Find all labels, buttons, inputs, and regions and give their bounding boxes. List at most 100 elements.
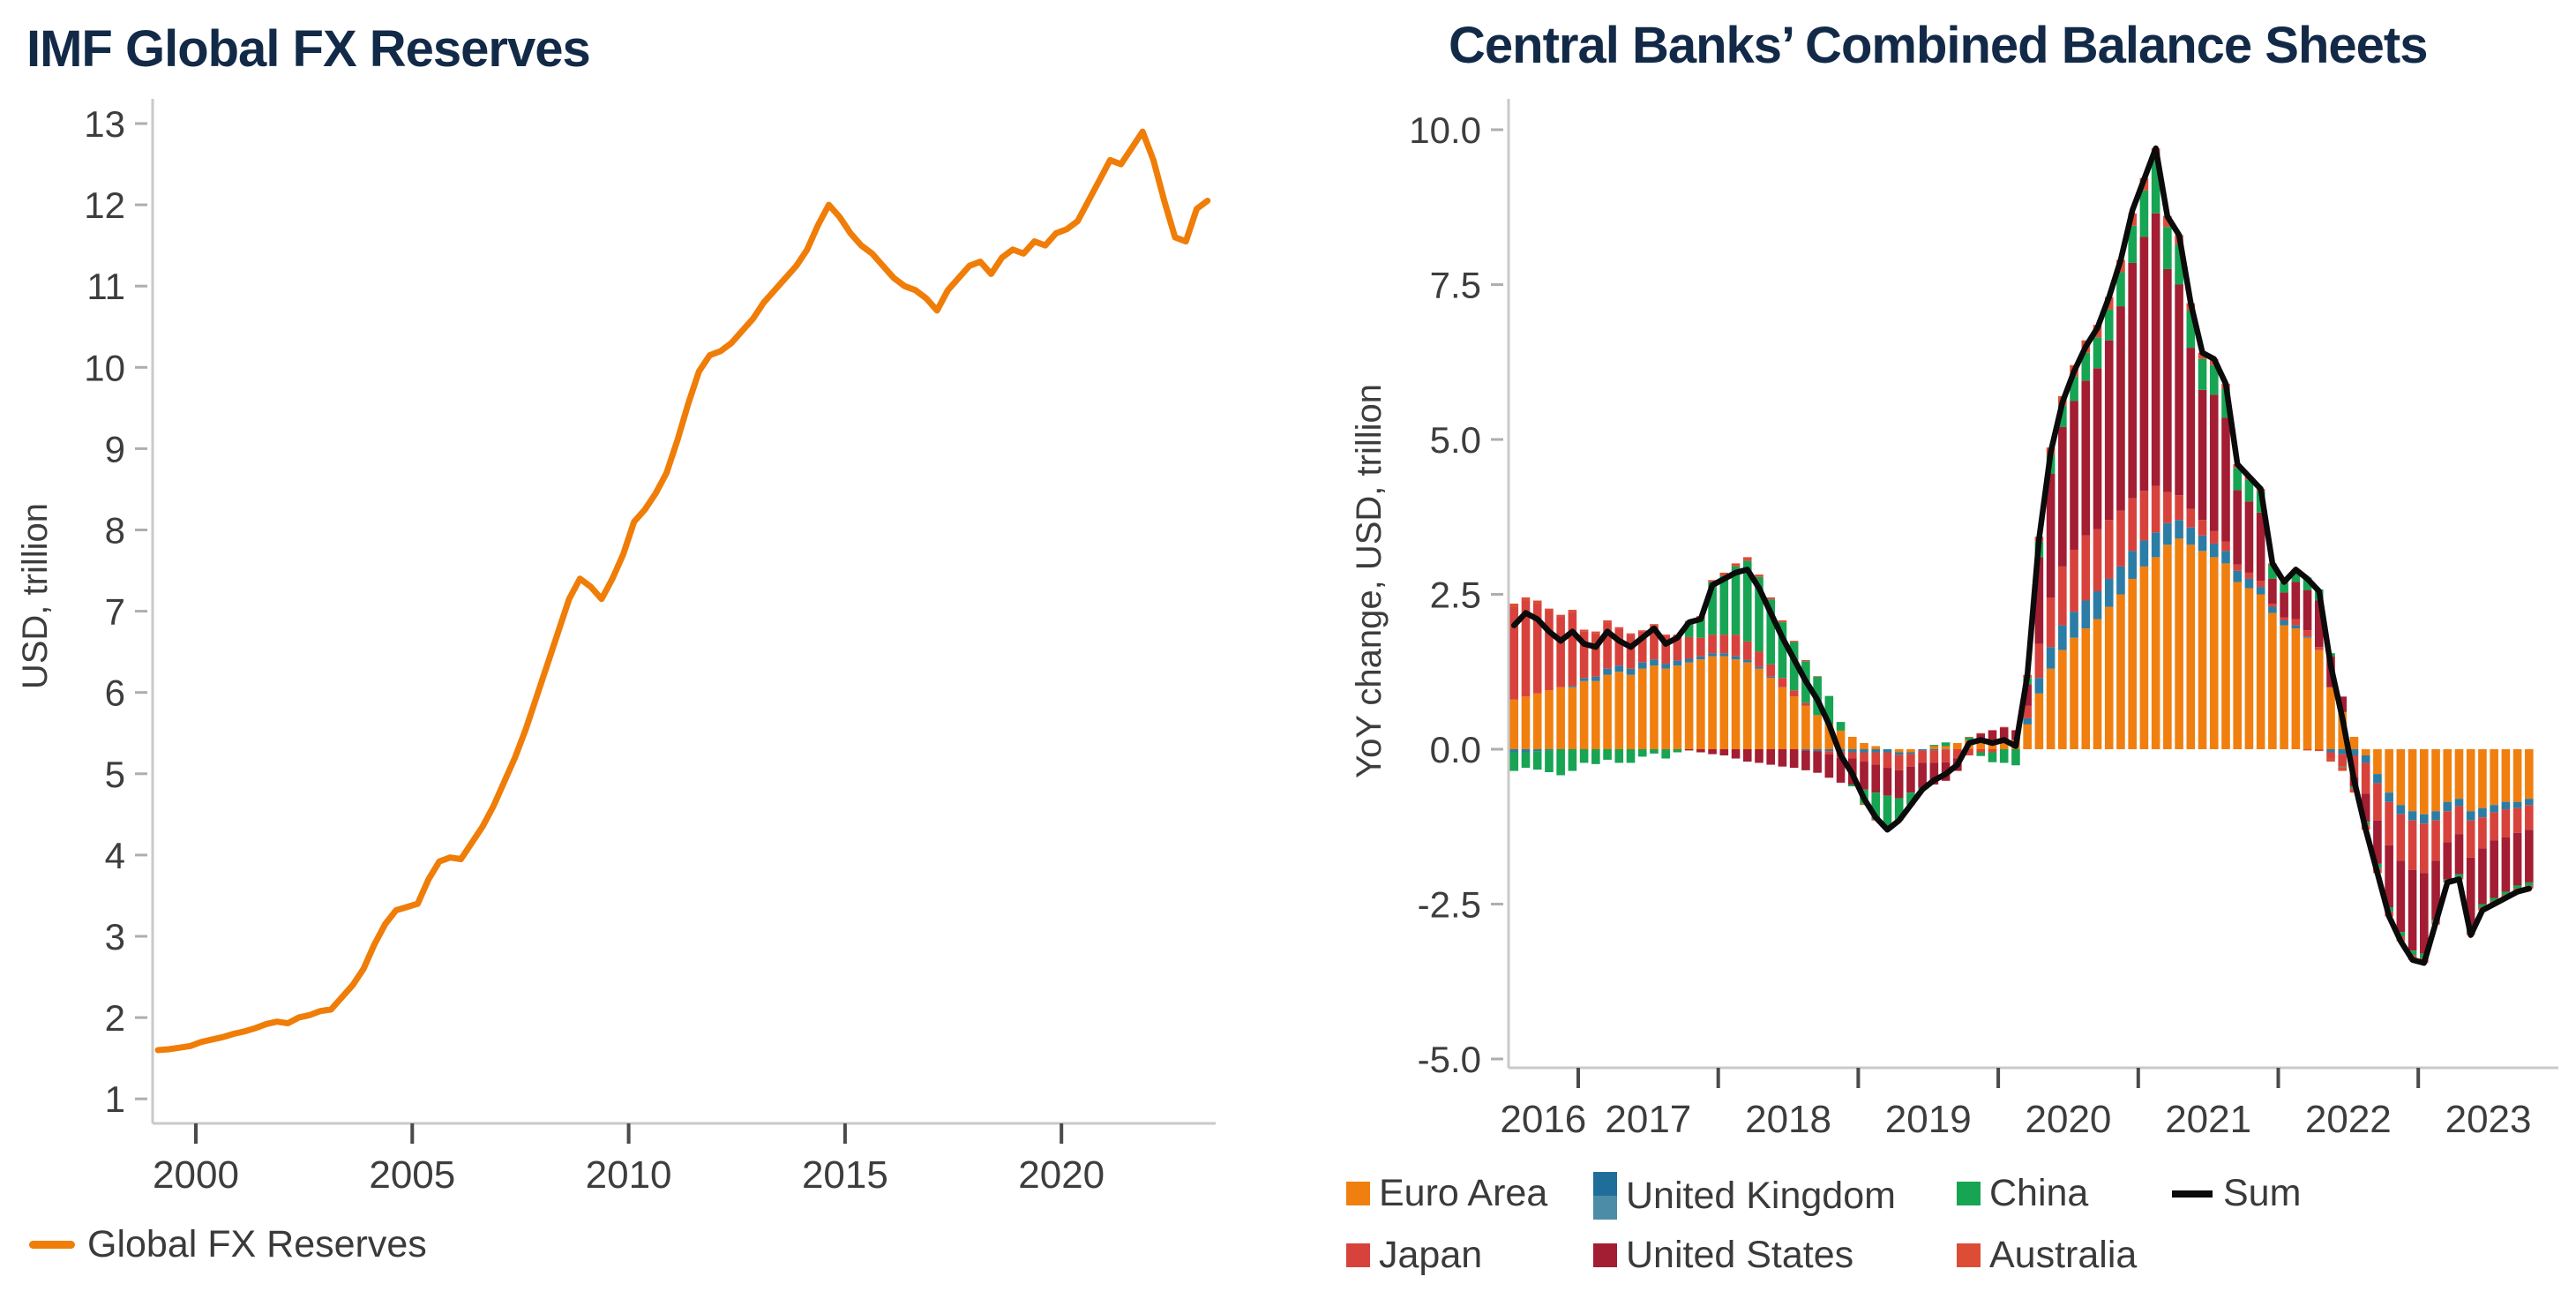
legend-item-united-states: United States — [1593, 1234, 1853, 1277]
bar-segment-china — [1824, 695, 1834, 725]
bar-segment-australia — [1579, 629, 1589, 632]
left-x-tick-label: 2000 — [153, 1153, 239, 1197]
left-y-tick-label: 2 — [105, 997, 125, 1039]
bar-segment-japan — [1731, 634, 1741, 657]
bar-segment-japan — [2163, 492, 2172, 523]
bar-segment-australia — [1591, 631, 1600, 634]
bar-segment-united-kingdom — [2093, 590, 2102, 619]
bar-segment-united-states — [2303, 589, 2312, 631]
bar-segment-euro-area — [1778, 687, 1787, 749]
japan-swatch-icon — [1346, 1243, 1370, 1267]
bar-segment-china — [1836, 722, 1846, 731]
bar-segment-china — [2058, 405, 2067, 427]
bar-segment-united-kingdom — [2268, 606, 2277, 613]
bar-segment-china — [1532, 751, 1542, 770]
bar-segment-japan — [1929, 750, 1939, 763]
bar-segment-united-states — [2046, 473, 2056, 598]
bar-segment-euro-area — [1545, 690, 1554, 749]
bar-segment-united-kingdom — [2186, 527, 2196, 545]
bar-segment-euro-area — [2314, 650, 2324, 749]
bar-segment-united-states — [1778, 749, 1787, 767]
bar-segment-japan — [1509, 606, 1519, 700]
bar-segment-united-states — [2116, 306, 2125, 511]
bar-segment-united-kingdom — [2349, 749, 2359, 756]
bar-segment-euro-area — [1731, 659, 1741, 749]
bar-segment-japan — [2373, 783, 2382, 821]
bar-segment-china — [2081, 352, 2091, 381]
bar-segment-united-kingdom — [2454, 799, 2464, 807]
bar-segment-china — [1568, 749, 1577, 771]
bar-segment-united-kingdom — [2280, 619, 2288, 626]
bar-segment-euro-area — [1871, 746, 1881, 749]
legend-item-china: China — [1957, 1172, 2088, 1215]
bar-segment-japan — [2454, 806, 2464, 835]
bar-segment-japan — [1847, 752, 1857, 759]
bar-segment-japan — [2408, 820, 2417, 870]
bar-segment-china — [2070, 376, 2078, 402]
bar-segment-australia — [1999, 726, 2009, 728]
bar-segment-euro-area — [2128, 578, 2137, 749]
bar-segment-united-kingdom — [1532, 749, 1542, 752]
bar-segment-united-states — [1929, 762, 1939, 785]
bar-segment-united-kingdom — [1860, 749, 1868, 753]
bar-segment-euro-area — [1591, 680, 1600, 749]
bar-segment-china — [1696, 618, 1705, 638]
bar-segment-united-kingdom — [1929, 749, 1939, 751]
bar-segment-japan — [2093, 529, 2102, 591]
bar-segment-united-kingdom — [1509, 749, 1519, 753]
bar-segment-euro-area — [1801, 705, 1810, 749]
bar-segment-euro-area — [2104, 606, 2114, 749]
bar-segment-euro-area — [1755, 668, 1764, 749]
bar-segment-united-states — [1708, 749, 1717, 755]
legend-label-united-kingdom: United Kingdom — [1626, 1174, 1896, 1217]
bar-segment-euro-area — [1673, 665, 1682, 749]
bar-segment-china — [1603, 749, 1612, 760]
bar-segment-united-states — [1742, 749, 1752, 762]
bar-segment-united-kingdom — [2338, 749, 2348, 755]
bar-segment-japan — [2396, 814, 2406, 861]
bar-segment-united-states — [2512, 832, 2522, 886]
bar-segment-euro-area — [1976, 740, 1986, 749]
left-y-tick-label: 4 — [105, 835, 125, 876]
right-x-tick-label: 2022 — [2305, 1098, 2392, 1141]
legend-label-euro-area: Euro Area — [1379, 1172, 1548, 1214]
bar-segment-euro-area — [2490, 749, 2498, 806]
bar-segment-euro-area — [2466, 749, 2475, 812]
bar-segment-united-kingdom — [2512, 801, 2522, 808]
bar-segment-euro-area — [1953, 742, 1962, 749]
bar-segment-united-kingdom — [1568, 686, 1577, 687]
bar-segment-japan — [2431, 820, 2440, 861]
right-x-tick-label: 2021 — [2165, 1098, 2251, 1141]
bar-segment-euro-area — [1999, 740, 2009, 749]
bar-segment-euro-area — [2151, 557, 2160, 749]
bar-segment-united-kingdom — [2046, 647, 2056, 669]
bar-segment-united-kingdom — [2443, 801, 2452, 812]
right-x-tick-label: 2023 — [2445, 1098, 2532, 1141]
bar-segment-australia — [1545, 608, 1554, 611]
bar-segment-china — [1521, 752, 1531, 769]
bar-segment-japan — [2233, 564, 2243, 571]
bar-segment-japan — [2385, 801, 2393, 845]
bar-segment-euro-area — [2058, 650, 2067, 749]
bar-segment-japan — [2104, 520, 2114, 579]
bar-segment-euro-area — [1637, 668, 1647, 749]
bar-segment-australia — [1778, 619, 1787, 623]
bar-segment-japan — [2303, 630, 2312, 637]
china-swatch-icon — [1957, 1182, 1981, 1205]
bar-segment-united-kingdom — [2116, 566, 2125, 595]
bar-segment-china — [2303, 577, 2312, 590]
bar-segment-united-kingdom — [1603, 668, 1612, 675]
bar-segment-euro-area — [1579, 680, 1589, 749]
bar-segment-china — [1708, 582, 1717, 635]
bar-segment-japan — [2280, 617, 2288, 620]
right-x-tick-label: 2016 — [1500, 1098, 1586, 1141]
bar-segment-australia — [1719, 572, 1729, 576]
bar-segment-euro-area — [1813, 715, 1822, 749]
bar-segment-united-kingdom — [1684, 658, 1694, 663]
bar-segment-united-kingdom — [1766, 676, 1776, 679]
left-y-tick-label: 6 — [105, 672, 125, 714]
bar-segment-euro-area — [2303, 637, 2312, 749]
bar-segment-united-states — [2128, 262, 2137, 499]
bar-segment-australia — [1813, 676, 1822, 677]
bar-segment-japan — [1532, 604, 1542, 694]
